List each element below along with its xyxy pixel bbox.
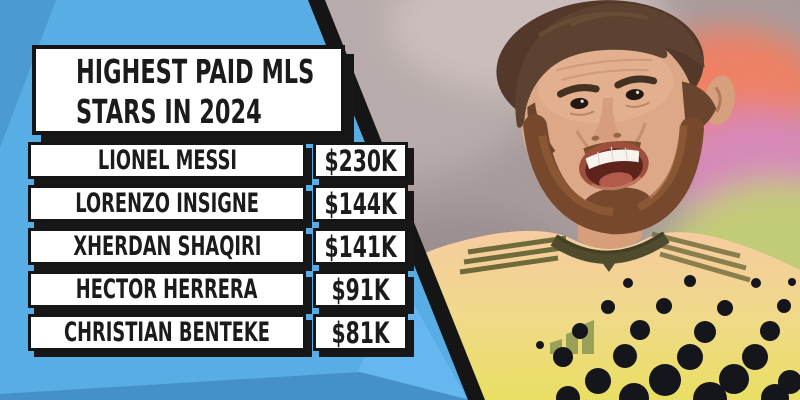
- player-salary-box: $144K: [313, 185, 408, 222]
- shoulder-stripes: [459, 231, 751, 283]
- title-box: HIGHEST PAID MLS STARS IN 2024: [32, 45, 345, 135]
- player-name: HECTOR HERRERA: [76, 274, 258, 305]
- player-salary-box: $230K: [313, 142, 408, 179]
- player-name-box: CHRISTIAN BENTEKE: [28, 314, 306, 351]
- jersey-collar: [550, 231, 670, 272]
- player-salary-box: $91K: [313, 271, 408, 308]
- player-name: CHRISTIAN BENTEKE: [64, 317, 270, 348]
- polka-dots: [536, 275, 800, 400]
- messi-eyes: [569, 89, 650, 116]
- player-name-box: XHERDAN SHAQIRI: [28, 228, 306, 265]
- player-name: LIONEL MESSI: [97, 145, 237, 176]
- player-name-box: HECTOR HERRERA: [28, 271, 306, 308]
- player-name-box: LIONEL MESSI: [28, 142, 306, 179]
- player-name-box: LORENZO INSIGNE: [28, 185, 306, 222]
- player-salary: $144K: [324, 186, 397, 221]
- player-salary: $230K: [324, 143, 397, 178]
- player-salary-box: $81K: [313, 314, 408, 351]
- page-title-line2: STARS IN 2024: [76, 92, 262, 131]
- messi-mouth: [579, 141, 649, 191]
- player-row: CHRISTIAN BENTEKE $81K: [28, 314, 408, 351]
- player-salary: $141K: [324, 229, 397, 264]
- player-salary: $91K: [331, 272, 390, 307]
- player-name: XHERDAN SHAQIRI: [73, 231, 261, 262]
- player-list: LIONEL MESSI $230K LORENZO INSIGNE $144K…: [28, 142, 408, 357]
- player-salary: $81K: [331, 315, 390, 350]
- messi-nose: [591, 97, 622, 141]
- player-name: LORENZO INSIGNE: [75, 188, 259, 219]
- player-row: XHERDAN SHAQIRI $141K: [28, 228, 408, 265]
- player-row: HECTOR HERRERA $91K: [28, 271, 408, 308]
- player-salary-box: $141K: [313, 228, 408, 265]
- messi-eyebrows: [556, 75, 658, 98]
- messi-hair: [515, 3, 705, 128]
- player-row: LIONEL MESSI $230K: [28, 142, 408, 179]
- messi-head: [496, 0, 735, 235]
- page-title-line1: HIGHEST PAID MLS: [76, 52, 315, 91]
- player-row: LORENZO INSIGNE $144K: [28, 185, 408, 222]
